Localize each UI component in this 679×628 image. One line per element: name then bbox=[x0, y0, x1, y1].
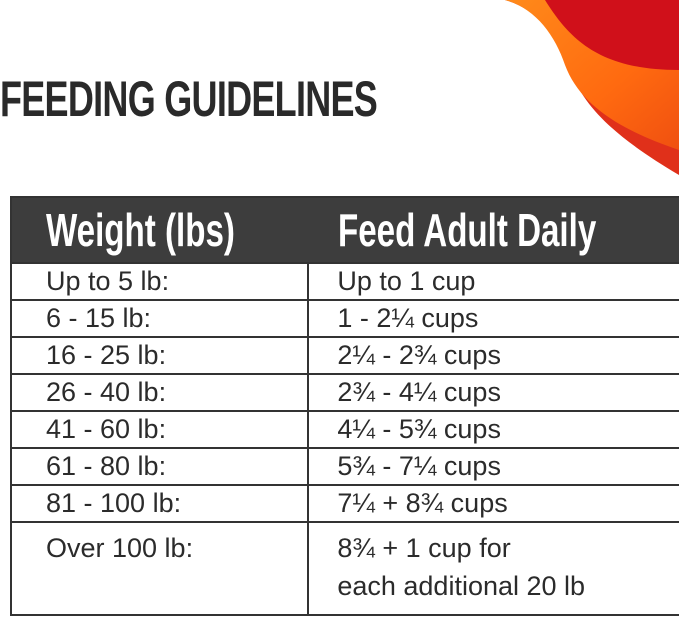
amount-cell: 8¾ + 1 cup for each additional 20 lb bbox=[307, 521, 679, 616]
weight-cell: 81 - 100 lb: bbox=[9, 484, 310, 523]
page-title: FEEDING GUIDELINES bbox=[0, 71, 378, 127]
feeding-table: Weight (lbs) Feed Adult Daily Up to 5 lb… bbox=[9, 196, 679, 616]
amount-cell: 1 - 2¼ cups bbox=[307, 299, 679, 338]
table-row: 26 - 40 lb: 2¾ - 4¼ cups bbox=[9, 373, 679, 412]
table-row: 16 - 25 lb: 2¼ - 2¾ cups bbox=[9, 336, 679, 375]
amount-line-1: 8¾ + 1 cup for bbox=[337, 533, 511, 563]
table-row: 61 - 80 lb: 5¾ - 7¼ cups bbox=[9, 447, 679, 486]
amount-cell: 7¼ + 8¾ cups bbox=[307, 484, 679, 523]
table-row: Over 100 lb: 8¾ + 1 cup for each additiona… bbox=[9, 521, 679, 616]
header-weight: Weight (lbs) bbox=[11, 197, 309, 263]
weight-cell: 16 - 25 lb: bbox=[9, 336, 310, 375]
table-row: 41 - 60 lb: 4¼ - 5¾ cups bbox=[9, 410, 679, 449]
weight-cell: Over 100 lb: bbox=[9, 521, 310, 616]
weight-cell: Up to 5 lb: bbox=[9, 262, 310, 301]
amount-cell: 5¾ - 7¼ cups bbox=[307, 447, 679, 486]
weight-cell: 26 - 40 lb: bbox=[9, 373, 310, 412]
table-row: 6 - 15 lb: 1 - 2¼ cups bbox=[9, 299, 679, 338]
table-row: 81 - 100 lb: 7¼ + 8¾ cups bbox=[9, 484, 679, 523]
amount-cell: 2¾ - 4¼ cups bbox=[307, 373, 679, 412]
header-feed: Feed Adult Daily bbox=[308, 197, 679, 263]
amount-cell: 2¼ - 2¾ cups bbox=[307, 336, 679, 375]
amount-cell: 4¼ - 5¾ cups bbox=[307, 410, 679, 449]
amount-line-2: each additional 20 lb bbox=[337, 571, 586, 601]
amount-cell: Up to 1 cup bbox=[307, 262, 679, 301]
weight-cell: 6 - 15 lb: bbox=[9, 299, 310, 338]
weight-cell: 41 - 60 lb: bbox=[9, 410, 310, 449]
table-row: Up to 5 lb: Up to 1 cup bbox=[9, 262, 679, 301]
weight-cell: 61 - 80 lb: bbox=[9, 447, 310, 486]
table-header-row: Weight (lbs) Feed Adult Daily bbox=[11, 197, 679, 263]
